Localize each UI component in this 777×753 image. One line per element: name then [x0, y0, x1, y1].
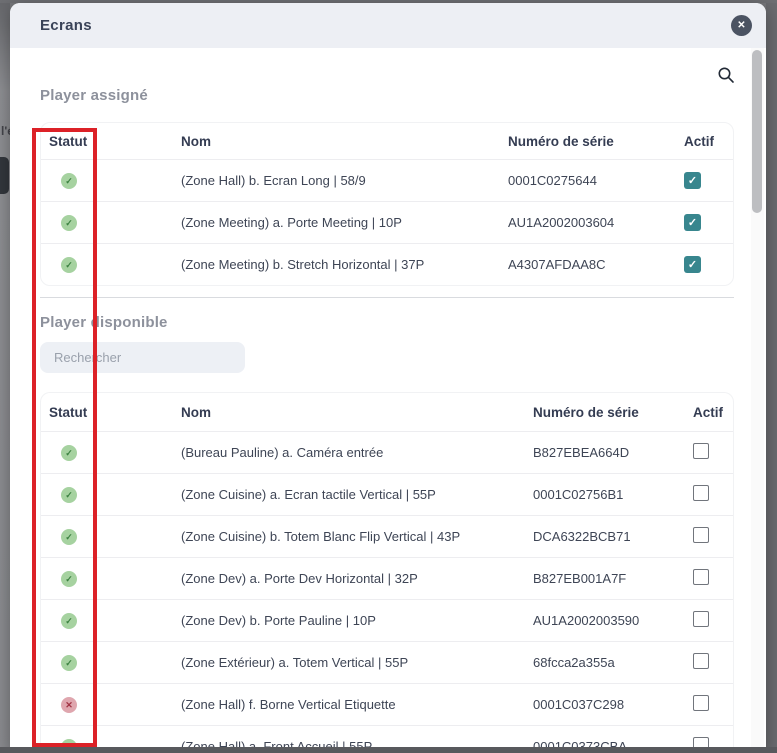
backdrop-page-button-fragment: [0, 157, 9, 194]
search-icon[interactable]: [717, 66, 735, 84]
column-header-actif: Actif: [684, 133, 714, 149]
status-ok-icon: ✓: [61, 613, 77, 630]
row-serial: DCA6322BCB71: [533, 529, 631, 544]
page-backdrop-top: [0, 0, 777, 3]
row-name: (Zone Dev) a. Porte Dev Horizontal | 32P: [181, 571, 418, 586]
search-input[interactable]: [40, 342, 245, 373]
row-serial: AU1A2002003604: [508, 215, 615, 230]
row-name: (Zone Meeting) a. Porte Meeting | 10P: [181, 215, 402, 230]
table-row: ✓ (Zone Cuisine) b. Totem Blanc Flip Vert…: [41, 515, 733, 557]
table-row: ✓ (Zone Hall) b. Ecran Long | 58/9 0001C02…: [41, 159, 733, 201]
modal-title: Ecrans: [40, 17, 92, 34]
available-table-header-row: Statut Nom Numéro de série Actif: [41, 393, 733, 431]
row-serial: B827EBEA664D: [533, 445, 630, 460]
modal-header: Ecrans ✕: [10, 3, 766, 48]
row-serial: 0001C0275644: [508, 173, 597, 188]
status-ok-icon: ✓: [61, 173, 77, 190]
row-name: (Zone Hall) b. Ecran Long | 58/9: [181, 173, 366, 188]
row-name: (Bureau Pauline) a. Caméra entrée: [181, 445, 384, 460]
column-header-serial: Numéro de série: [533, 404, 639, 420]
page-backdrop-left: [0, 0, 10, 753]
column-header-statut: Statut: [49, 404, 88, 420]
ecrans-modal: Ecrans ✕ Player assigné Statut Nom Numér…: [10, 3, 766, 753]
table-row: ✓ (Zone Dev) a. Porte Dev Horizontal | 32…: [41, 557, 733, 599]
close-icon[interactable]: ✕: [731, 15, 752, 36]
page-backdrop-right: [766, 0, 777, 753]
status-ok-icon: ✓: [61, 571, 77, 588]
row-name: (Zone Hall) f. Borne Vertical Etiquette: [181, 697, 396, 712]
active-checkbox[interactable]: [693, 527, 709, 543]
backdrop-page-text-fragment: l'é: [1, 124, 10, 138]
available-players-table: Statut Nom Numéro de série Actif ✓ (Burea…: [40, 392, 734, 753]
status-ok-icon: ✓: [61, 215, 77, 232]
active-checkbox[interactable]: ✓: [684, 214, 701, 231]
row-serial: 68fcca2a355a: [533, 655, 615, 670]
row-name: (Zone Cuisine) a. Ecran tactile Vertical…: [181, 487, 436, 502]
column-header-nom: Nom: [181, 404, 211, 420]
active-checkbox[interactable]: [693, 485, 709, 501]
table-row: ✓ (Zone Meeting) b. Stretch Horizontal | …: [41, 243, 733, 285]
active-checkbox[interactable]: [693, 611, 709, 627]
status-ok-icon: ✓: [61, 529, 77, 546]
available-section-heading: Player disponible: [40, 314, 168, 331]
row-name: (Zone Cuisine) b. Totem Blanc Flip Verti…: [181, 529, 461, 544]
status-error-icon: ✕: [61, 697, 77, 714]
table-row: ✓ (Zone Extérieur) a. Totem Vertical | 55…: [41, 641, 733, 683]
active-checkbox[interactable]: [693, 443, 709, 459]
active-checkbox[interactable]: [693, 653, 709, 669]
row-serial: A4307AFDAA8C: [508, 257, 606, 272]
table-row: ✓ (Zone Meeting) a. Porte Meeting | 10P AU…: [41, 201, 733, 243]
column-header-nom: Nom: [181, 133, 211, 149]
row-serial: B827EB001A7F: [533, 571, 627, 586]
row-name: (Zone Dev) b. Porte Pauline | 10P: [181, 613, 376, 628]
scrollbar-track[interactable]: [751, 48, 764, 753]
table-row: ✓ (Zone Cuisine) a. Ecran tactile Vertica…: [41, 473, 733, 515]
column-header-actif: Actif: [693, 404, 723, 420]
table-row: ✓ (Bureau Pauline) a. Caméra entrée B827EB…: [41, 431, 733, 473]
assigned-table-header-row: Statut Nom Numéro de série Actif: [41, 123, 733, 159]
active-checkbox[interactable]: ✓: [684, 172, 701, 189]
column-header-serial: Numéro de série: [508, 133, 614, 149]
assigned-players-table: Statut Nom Numéro de série Actif ✓ (Zone …: [40, 122, 734, 286]
table-row: ✓ (Zone Dev) b. Porte Pauline | 10P AU1A20…: [41, 599, 733, 641]
scrollbar-thumb[interactable]: [752, 50, 762, 213]
active-checkbox[interactable]: ✓: [684, 256, 701, 273]
row-name: (Zone Extérieur) a. Totem Vertical | 55P: [181, 655, 409, 670]
row-name: (Zone Meeting) b. Stretch Horizontal | 3…: [181, 257, 425, 272]
section-divider: [40, 297, 734, 298]
table-row: ✕ (Zone Hall) f. Borne Vertical Etiquette…: [41, 683, 733, 725]
status-ok-icon: ✓: [61, 655, 77, 672]
row-serial: 0001C02756B1: [533, 487, 624, 502]
active-checkbox[interactable]: [693, 695, 709, 711]
status-ok-icon: ✓: [61, 445, 77, 462]
page-backdrop-bottom: [0, 747, 777, 753]
status-ok-icon: ✓: [61, 487, 77, 504]
active-checkbox[interactable]: [693, 569, 709, 585]
status-ok-icon: ✓: [61, 257, 77, 274]
row-serial: AU1A2002003590: [533, 613, 640, 628]
row-serial: 0001C037C298: [533, 697, 625, 712]
column-header-statut: Statut: [49, 133, 88, 149]
assigned-section-heading: Player assigné: [40, 87, 148, 104]
